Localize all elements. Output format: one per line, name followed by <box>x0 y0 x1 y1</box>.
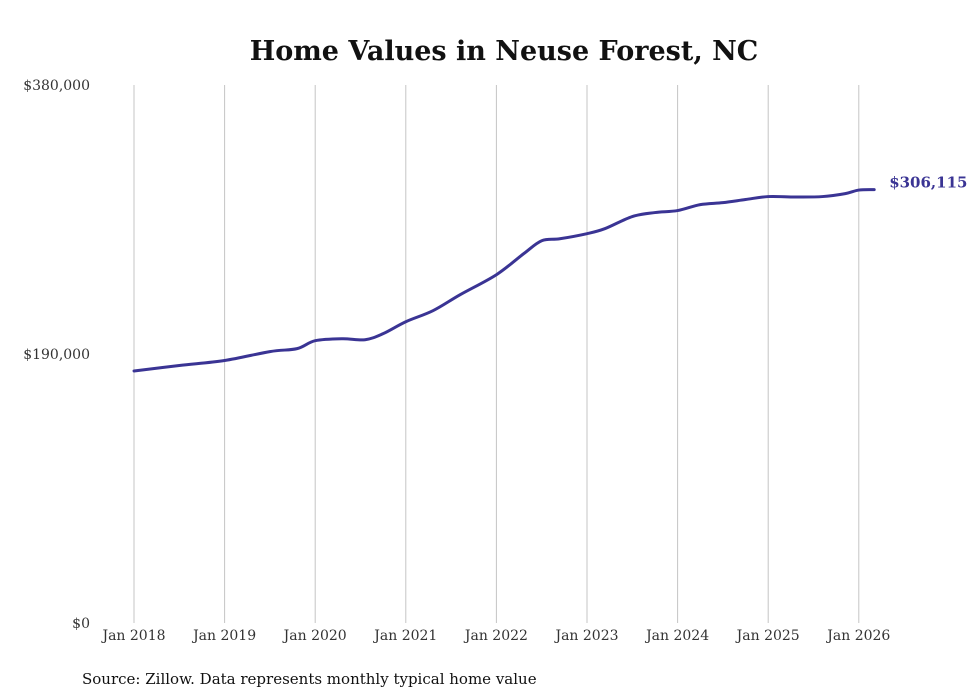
y-tick-label: $0 <box>72 616 90 632</box>
x-tick-label: Jan 2024 <box>644 628 709 644</box>
end-value-label: $306,115 <box>889 174 967 192</box>
chart-title: Home Values in Neuse Forest, NC <box>250 36 759 67</box>
x-tick-label: Jan 2026 <box>825 628 890 644</box>
x-tick-label: Jan 2018 <box>100 628 165 644</box>
y-tick-label: $380,000 <box>23 78 90 94</box>
y-tick-label: $190,000 <box>23 347 90 363</box>
x-tick-label: Jan 2021 <box>372 628 437 644</box>
x-tick-label: Jan 2025 <box>735 628 800 644</box>
x-tick-label: Jan 2022 <box>463 628 528 644</box>
x-tick-label: Jan 2020 <box>282 628 347 644</box>
x-tick-label: Jan 2019 <box>191 628 256 644</box>
x-tick-label: Jan 2023 <box>553 628 618 644</box>
series-line <box>132 188 876 373</box>
source-note: Source: Zillow. Data represents monthly … <box>82 670 537 688</box>
